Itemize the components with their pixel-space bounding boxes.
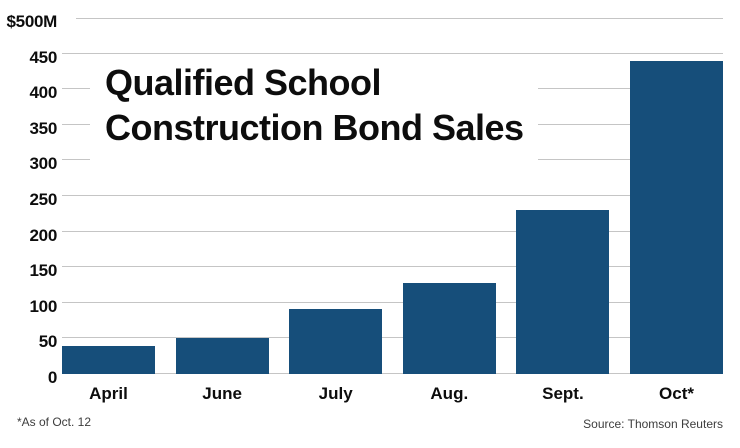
grid-line	[62, 337, 723, 339]
x-category-label: Oct*	[659, 384, 694, 403]
x-category-label: Aug.	[430, 384, 469, 403]
y-tick-label: 250	[29, 190, 58, 209]
y-tick-label: 50	[38, 332, 58, 352]
grid-line	[62, 195, 723, 196]
y-tick-label: 400	[29, 83, 58, 103]
y-tick-label: 200	[29, 225, 58, 245]
source-credit: Source: Thomson Reuters	[583, 417, 723, 431]
plot-area	[62, 18, 723, 374]
grid-line	[62, 373, 723, 374]
y-tick-label: 0	[47, 368, 57, 387]
y-tick-label: 100	[29, 296, 58, 316]
footnote: *As of Oct. 12	[17, 415, 92, 429]
x-category-label: July	[318, 384, 353, 403]
y-tick-label: 450	[29, 47, 58, 67]
chart-title: Qualified School Construction Bond Sales	[90, 57, 538, 160]
grid-line	[62, 230, 723, 232]
chart-title-line2: Construction Bond Sales	[105, 107, 524, 148]
y-tick-label: 300	[29, 154, 58, 174]
y-tick-label: $500M	[6, 12, 58, 31]
grid-line	[62, 266, 723, 268]
bar	[516, 209, 610, 374]
chart-title-line1: Qualified School	[105, 62, 382, 103]
bar	[402, 282, 496, 374]
bar	[289, 308, 383, 374]
x-category-label: Sept.	[542, 384, 584, 403]
y-tick-label: 350	[29, 118, 58, 138]
y-tick-label: 150	[29, 261, 58, 281]
x-category-label: June	[202, 384, 242, 403]
bar	[62, 345, 155, 374]
grid-line	[76, 18, 723, 19]
bar	[630, 61, 723, 374]
bar	[175, 338, 269, 374]
grid-line	[62, 52, 723, 54]
x-category-label: April	[89, 384, 128, 403]
grid-line	[62, 301, 723, 303]
